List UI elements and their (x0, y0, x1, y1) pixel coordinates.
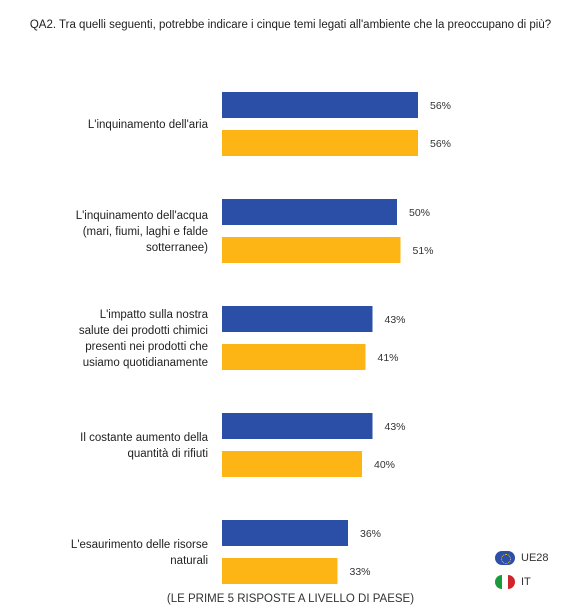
value-label-it-2: 51% (413, 245, 434, 257)
legend-item-ue28: UE28 (495, 548, 549, 568)
category-label-1: L'inquinamento dell'aria (88, 119, 209, 131)
category-label-2: L'inquinamento dell'acqua (mari, fiumi, l… (76, 210, 209, 254)
value-label-ue28-1: 56% (430, 100, 451, 112)
bar-ue28-4 (222, 413, 373, 439)
legend-label-ue28: UE28 (521, 552, 549, 564)
bar-it-5 (222, 558, 338, 584)
bar-ue28-2 (222, 199, 397, 225)
bar-ue28-5 (222, 520, 348, 546)
value-label-ue28-5: 36% (360, 528, 381, 540)
category-label-3: L'impatto sulla nostra salute dei prodott… (79, 309, 209, 369)
legend-item-it: IT (495, 572, 549, 592)
value-label-it-5: 33% (350, 566, 371, 578)
italy-flag-icon (495, 575, 515, 589)
value-label-it-3: 41% (378, 352, 399, 364)
bar-ue28-1 (222, 92, 418, 118)
footnote: (LE PRIME 5 RISPOSTE A LIVELLO DI PAESE) (166, 593, 415, 605)
bar-it-1 (222, 130, 418, 156)
value-label-it-4: 40% (374, 459, 395, 471)
bar-it-3 (222, 344, 366, 370)
bar-it-2 (222, 237, 401, 263)
bar-it-4 (222, 451, 362, 477)
eu-flag-icon (495, 551, 515, 565)
value-label-ue28-3: 43% (385, 314, 406, 326)
legend: UE28 IT (495, 548, 549, 596)
value-label-ue28-2: 50% (409, 207, 430, 219)
bar-ue28-3 (222, 306, 373, 332)
category-label-5: L'esaurimento delle risorse naturali (71, 539, 208, 567)
legend-label-it: IT (521, 576, 531, 588)
chart-title: QA2. Tra quelli seguenti, potrebbe indic… (29, 19, 552, 31)
value-label-it-1: 56% (430, 138, 451, 150)
value-label-ue28-4: 43% (385, 421, 406, 433)
category-label-4: Il costante aumento della quantità di rif… (80, 432, 208, 460)
